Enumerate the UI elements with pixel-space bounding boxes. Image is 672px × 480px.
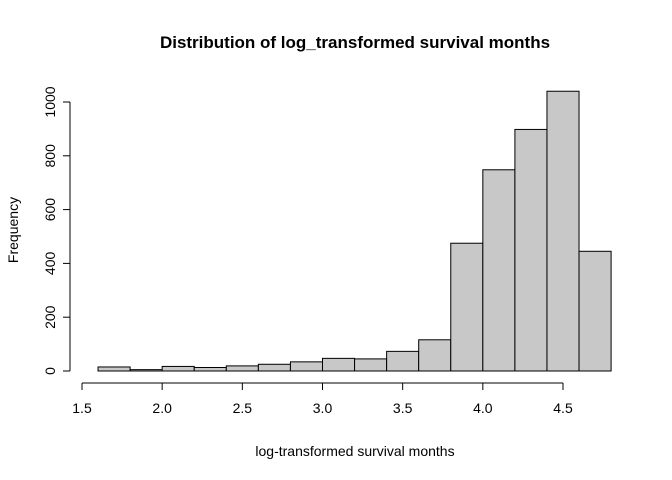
histogram-bar — [354, 358, 388, 372]
x-axis: 1.5 2.0 2.5 3.0 3.5 4.0 4.5 — [72, 382, 573, 416]
histogram-bar — [225, 365, 259, 372]
y-tick-label: 800 — [42, 144, 58, 168]
y-tick-label: 0 — [42, 367, 58, 375]
bars-group — [97, 90, 612, 372]
histogram-bar — [514, 128, 548, 372]
histogram-bar — [257, 363, 291, 372]
histogram-bar — [482, 169, 516, 372]
x-tick-label: 1.5 — [72, 400, 92, 416]
histogram-bar — [418, 339, 452, 372]
histogram-bar — [450, 242, 484, 372]
histogram-bar — [193, 367, 227, 372]
histogram-bar — [386, 350, 420, 372]
y-tick-label: 600 — [42, 198, 58, 222]
histogram-bar — [129, 369, 163, 372]
x-tick-label: 2.0 — [152, 400, 172, 416]
y-axis: 0 200 400 600 800 1000 — [42, 86, 71, 375]
y-axis-label: Frequency — [5, 197, 21, 263]
x-axis-label: log-transformed survival months — [255, 443, 454, 459]
histogram-bar — [289, 361, 323, 372]
histogram-bar — [322, 357, 356, 372]
x-tick-label: 4.5 — [553, 400, 573, 416]
histogram-bar — [161, 365, 195, 372]
x-tick-label: 2.5 — [233, 400, 253, 416]
histogram-bar — [546, 90, 580, 372]
y-tick-label: 1000 — [42, 86, 58, 117]
x-tick-label: 3.5 — [393, 400, 413, 416]
histogram-bar — [578, 250, 612, 372]
chart-title: Distribution of log_transformed survival… — [160, 33, 550, 52]
histogram-bar — [97, 366, 131, 372]
x-tick-label: 4.0 — [473, 400, 493, 416]
x-tick-label: 3.0 — [313, 400, 333, 416]
y-tick-label: 200 — [42, 305, 58, 329]
y-tick-label: 400 — [42, 252, 58, 276]
